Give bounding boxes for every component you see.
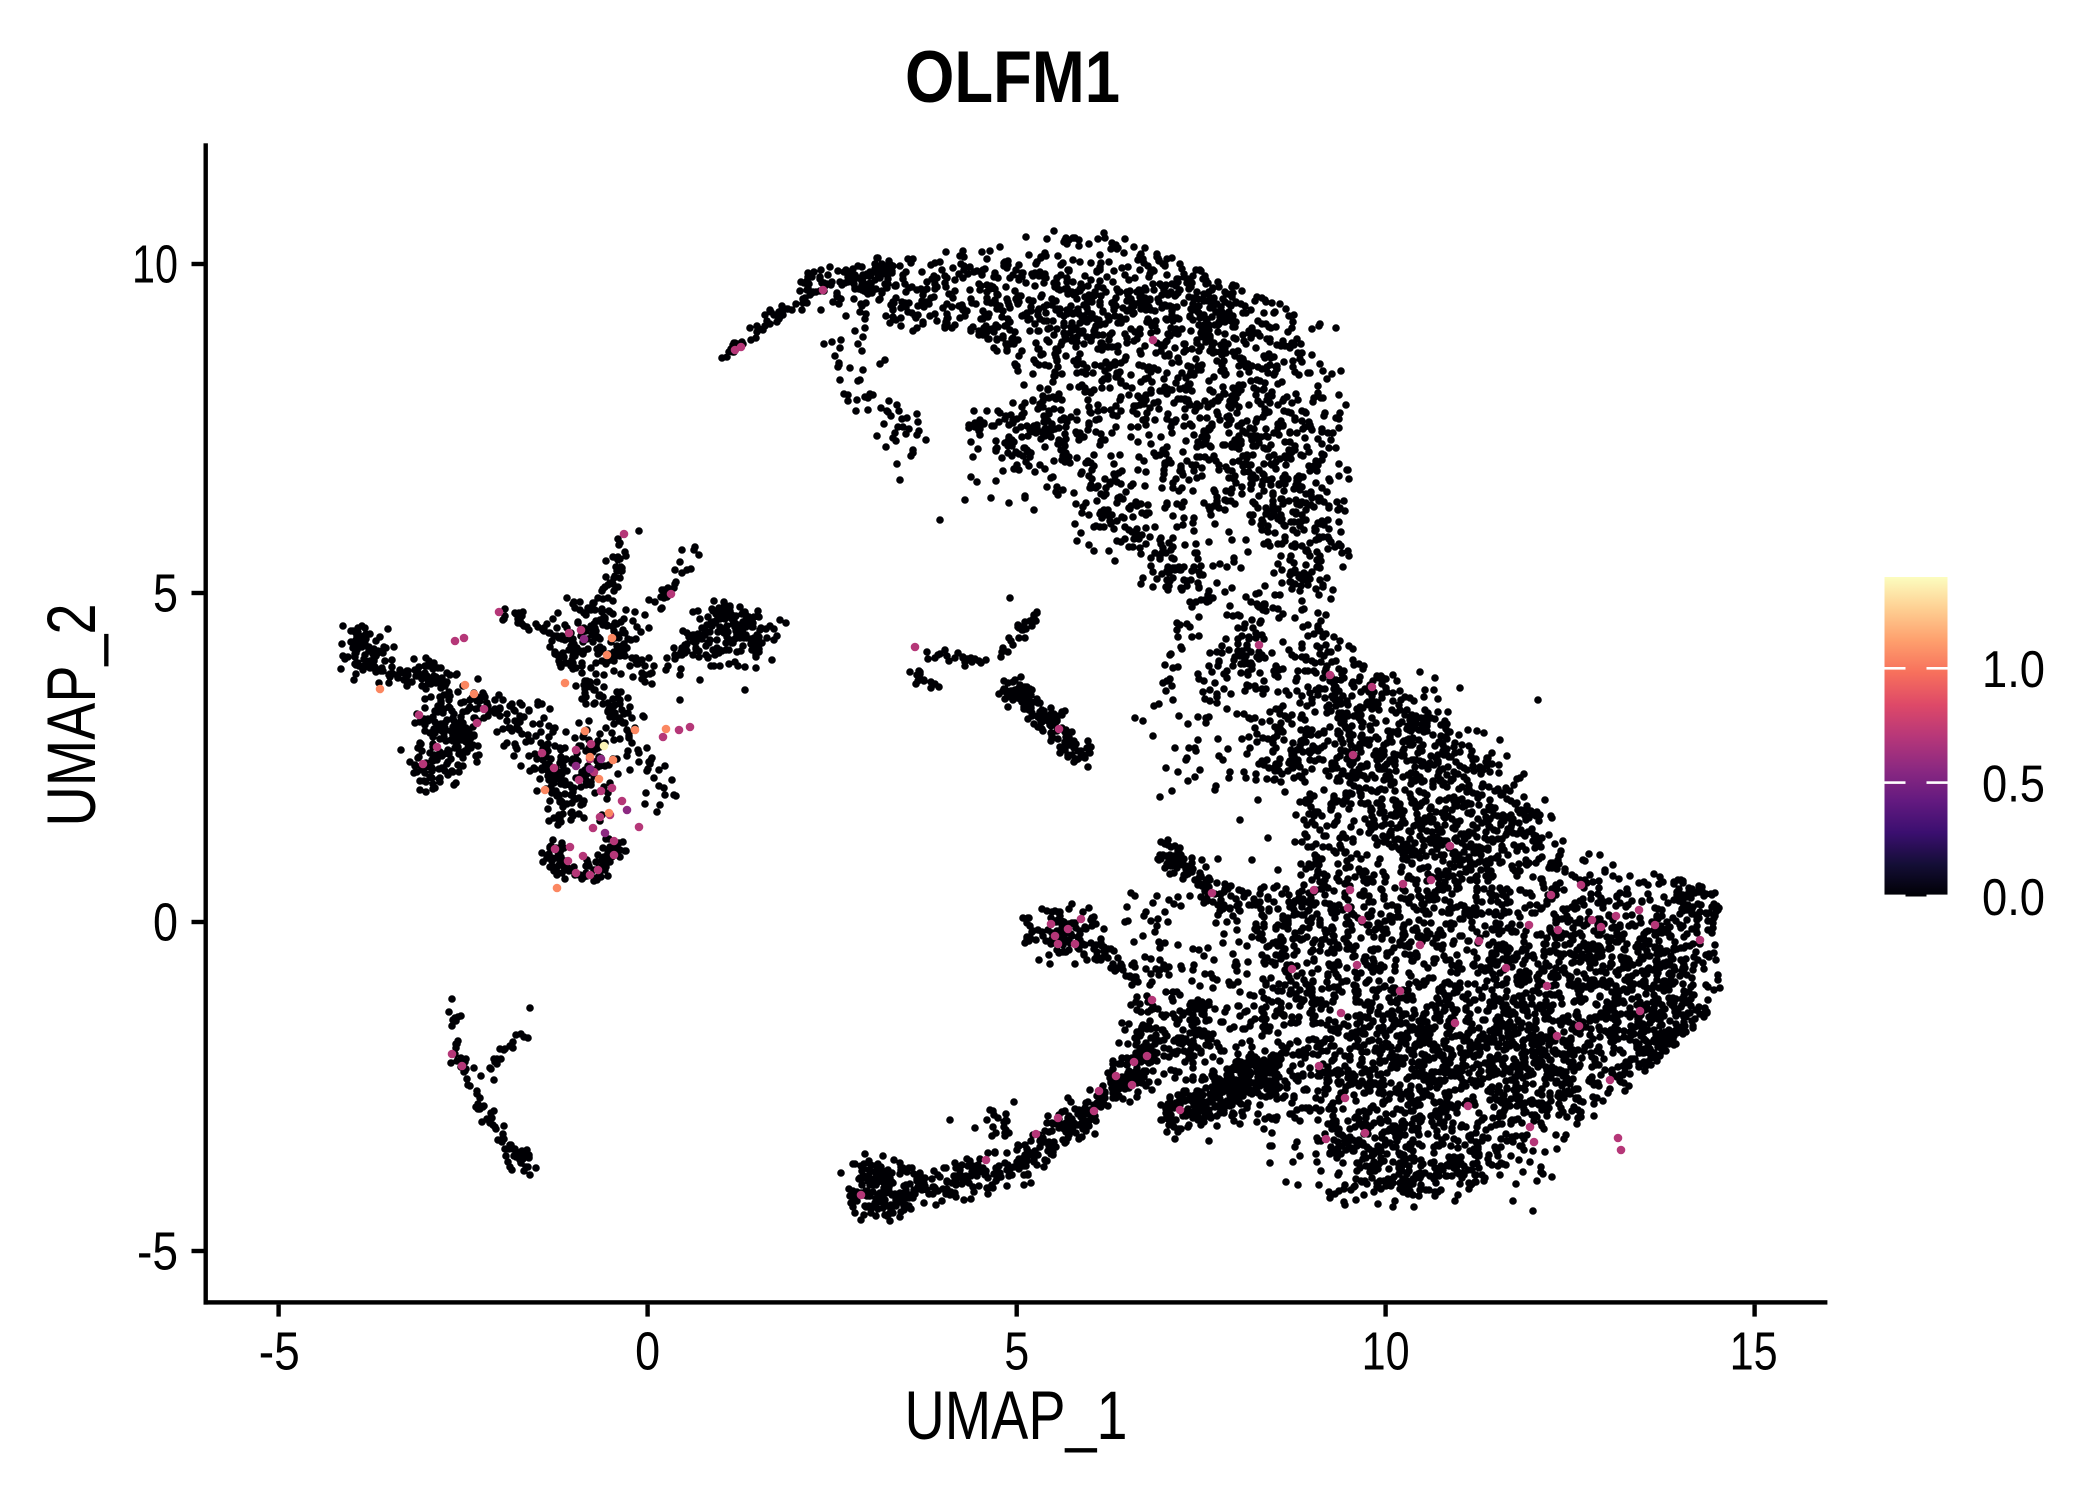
svg-text:15: 15 xyxy=(1730,1322,1778,1382)
svg-text:0: 0 xyxy=(635,1322,660,1382)
svg-text:UMAP_2: UMAP_2 xyxy=(33,604,110,827)
svg-text:1.0: 1.0 xyxy=(1982,641,2045,699)
svg-text:5: 5 xyxy=(1004,1322,1029,1382)
svg-text:-5: -5 xyxy=(137,1222,178,1282)
svg-text:UMAP_1: UMAP_1 xyxy=(905,1377,1128,1454)
svg-text:10: 10 xyxy=(132,235,178,295)
svg-text:0.5: 0.5 xyxy=(1982,755,2045,813)
svg-text:5: 5 xyxy=(153,564,178,624)
svg-text:0: 0 xyxy=(153,893,178,953)
svg-text:10: 10 xyxy=(1362,1322,1410,1382)
svg-text:-5: -5 xyxy=(259,1322,300,1382)
svg-text:OLFM1: OLFM1 xyxy=(905,37,1120,118)
svg-text:0.0: 0.0 xyxy=(1982,869,2045,927)
